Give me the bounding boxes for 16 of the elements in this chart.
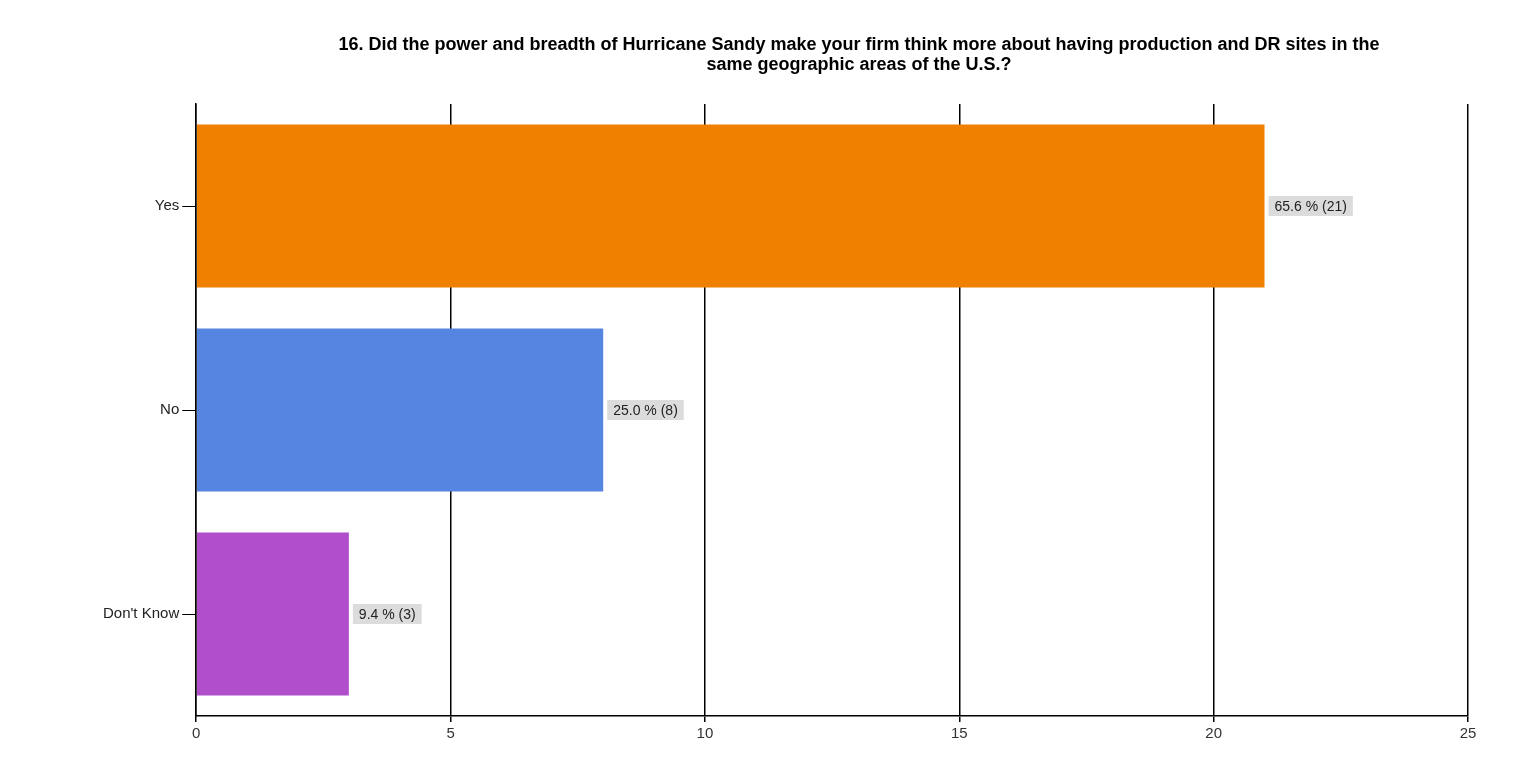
bar <box>196 124 1265 288</box>
bar <box>196 328 604 492</box>
x-tick-label: 25 <box>1459 724 1477 742</box>
x-tick-label: 10 <box>696 724 714 742</box>
x-tick-label: 5 <box>446 724 455 742</box>
x-tick-label: 0 <box>192 724 201 742</box>
y-tick-label: Don't Know <box>102 604 180 622</box>
x-tick-label: 15 <box>950 724 968 742</box>
chart-title: 16. Did the power and breadth of Hurricane Sandy make your firm think more about having production and DR sites in the same geographic areas of the U.S.? <box>337 34 1381 74</box>
x-tick-label: 20 <box>1205 724 1222 742</box>
bar <box>196 532 349 696</box>
data-label: 9.4 % (3) <box>358 605 416 622</box>
data-label: 65.6 % (21) <box>1274 197 1347 214</box>
y-tick-label: Yes <box>154 196 180 214</box>
y-tick-label: No <box>160 400 180 418</box>
data-label: 25.0 % (8) <box>613 401 678 418</box>
